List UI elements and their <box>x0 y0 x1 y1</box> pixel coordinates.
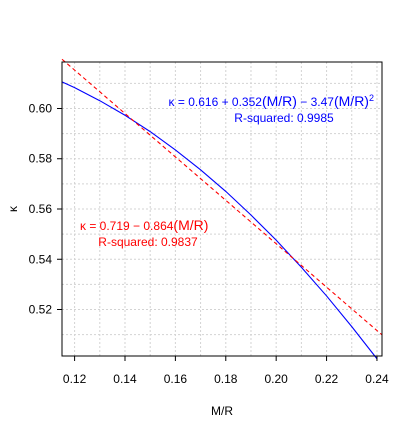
y-tick-label: 0.56 <box>29 202 53 216</box>
x-tick-label: 0.12 <box>63 372 87 386</box>
x-tick-label: 0.22 <box>315 372 339 386</box>
quadratic-fit-formula: κ = 0.616 + 0.352(M/R) − 3.47(M/R)2 <box>169 93 374 109</box>
plot-series <box>61 58 383 360</box>
x-tick-label: 0.16 <box>164 372 188 386</box>
x-tick-label: 0.20 <box>264 372 288 386</box>
y-tick-label: 0.58 <box>29 152 53 166</box>
y-axis-title: κ <box>6 205 20 212</box>
x-tick-label: 0.18 <box>214 372 238 386</box>
quadratic-fit-annotation: κ = 0.616 + 0.352(M/R) − 3.47(M/R)2 R-sq… <box>169 93 374 125</box>
y-tick-label: 0.52 <box>29 303 53 317</box>
linear-fit-formula: κ = 0.719 − 0.864(M/R) <box>80 217 208 233</box>
grid <box>62 62 382 356</box>
x-axis-title: M/R <box>211 404 233 418</box>
linear-fit-line <box>61 58 383 336</box>
quadratic-fit-r-squared: R-squared: 0.9985 <box>234 111 334 125</box>
linear-fit-r-squared: R-squared: 0.9837 <box>98 235 198 249</box>
quadratic-fit-line <box>61 81 378 360</box>
x-axis: 0.12 0.14 0.16 0.18 0.20 0.22 0.24 <box>63 356 389 386</box>
x-tick-label: 0.24 <box>365 372 389 386</box>
linear-fit-annotation: κ = 0.719 − 0.864(M/R) R-squared: 0.9837 <box>80 217 208 249</box>
y-tick-label: 0.60 <box>29 101 53 115</box>
y-axis: 0.52 0.54 0.56 0.58 0.60 <box>29 101 62 317</box>
x-tick-label: 0.14 <box>113 372 137 386</box>
y-tick-label: 0.54 <box>29 252 53 266</box>
